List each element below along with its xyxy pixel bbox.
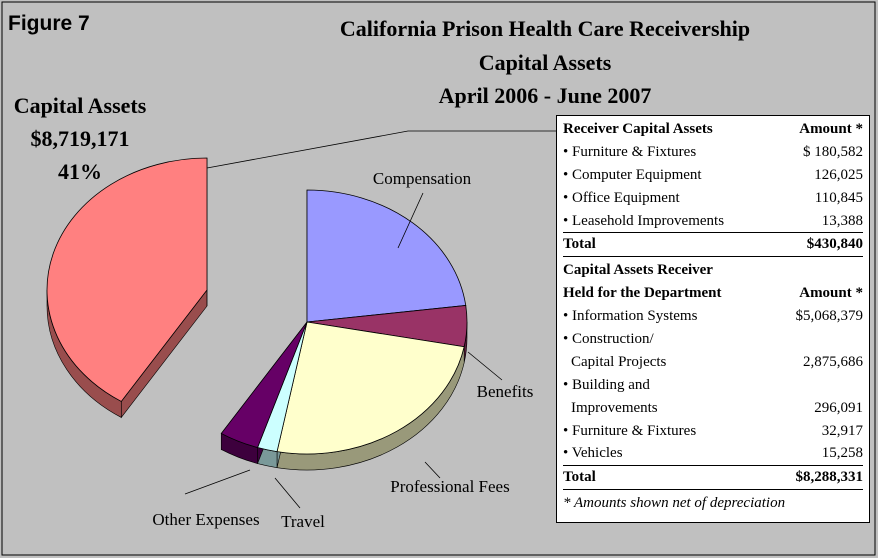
slice-amount: $8,719,171 [31,126,130,151]
pie-slice [276,321,465,455]
item-amount: 110,845 [814,189,863,206]
item-label: • Vehicles [563,445,623,462]
slice-label: Compensation [373,169,472,188]
amount-header: Amount * [799,285,863,302]
leader-line [274,477,301,509]
table-row: • Construction/ [563,328,863,351]
leader-line [467,351,503,381]
item-label: • Furniture & Fixtures [563,422,697,439]
table-row: • Computer Equipment 126,025 [563,164,863,187]
item-label: Capital Projects [571,353,667,370]
figure-label: Figure 7 [8,12,90,35]
pie-slice [220,321,308,449]
leader-line [424,461,441,479]
leader-line [397,192,424,249]
table-row: • Furniture & Fixtures 32,917 [563,420,863,443]
slice-label: Capital Assets [14,93,147,118]
table-header: Receiver Capital Assets [563,121,713,137]
chart-title: California Prison Health Care Receiversh… [340,16,750,41]
item-amount: 32,917 [821,422,863,439]
item-amount: 13,388 [821,212,863,229]
item-label: • Construction/ [563,331,654,348]
item-label: • Building and [563,376,650,393]
table-row: • Furniture & Fixtures $ 180,582 [563,141,863,164]
table-row: • Leasehold Improvements 13,388 [563,210,863,233]
chart-title: Capital Assets [479,50,612,75]
table-header-row: Receiver Capital Assets Amount * [563,118,863,141]
item-amount: 296,091 [814,399,863,416]
table-row: • Information Systems $5,068,379 [563,305,863,328]
table-header-row: Held for the Department Amount * [563,282,863,305]
pie [46,157,468,471]
item-label: • Information Systems [563,308,698,325]
amount-header: Amount * [799,121,863,137]
leader-line [184,469,251,495]
total-label: Total [563,469,596,486]
table-row: • Building and [563,374,863,397]
total-row: Total $8,288,331 [563,465,864,491]
item-label: • Furniture & Fixtures [563,143,697,160]
item-label: • Leasehold Improvements [563,212,725,229]
total-amount: $430,840 [806,236,863,253]
item-amount: $ 180,582 [803,143,863,160]
total-label: Total [563,236,596,253]
item-amount: 2,875,686 [803,353,863,370]
slice-label: Travel [281,512,325,531]
table-header: Held for the Department [563,285,722,302]
assets-table: Receiver Capital Assets Amount * • Furnitu… [556,115,870,523]
pie-slice [306,189,467,323]
item-label: • Computer Equipment [563,166,702,183]
table-row: • Office Equipment 110,845 [563,187,863,210]
table-row: • Vehicles 15,258 [563,442,863,465]
table-row: Capital Projects 2,875,686 [563,351,863,374]
slice-value-label: 41% [58,159,102,184]
slice-label: Other Expenses [152,510,259,529]
item-label: Improvements [571,399,658,416]
chart-title: April 2006 - June 2007 [439,83,652,108]
item-label: • Office Equipment [563,189,680,206]
slice-label: Benefits [477,382,534,401]
footnote: * Amounts shown net of depreciation [563,495,786,512]
total-amount: $8,288,331 [795,469,864,486]
table-header: Capital Assets Receiver [563,262,713,279]
item-amount: 126,025 [814,166,863,183]
leader-line [206,130,556,169]
table-header-row: Capital Assets Receiver [563,259,863,282]
item-amount: 15,258 [821,445,863,462]
table-row: Improvements 296,091 [563,397,863,420]
pie-slice [46,157,208,402]
total-row: Total $430,840 [563,232,863,258]
item-amount: $5,068,379 [795,308,864,325]
slice-label: Professional Fees [390,477,509,496]
